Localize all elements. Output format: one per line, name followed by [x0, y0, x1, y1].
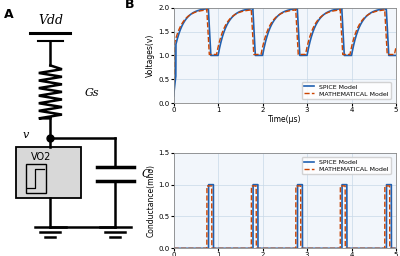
- SPICE Model: [312, 247, 317, 250]
- SPICE Model: [252, 183, 256, 186]
- MATHEMATICAL Model: [336, 9, 341, 12]
- SPICE Model: [206, 183, 211, 186]
- Y-axis label: Voltages(v): Voltages(v): [146, 34, 156, 77]
- MATHEMATICAL Model: [348, 247, 353, 250]
- SPICE Model: [303, 247, 308, 250]
- Bar: [26, 164, 46, 193]
- MATHEMATICAL Model: [171, 247, 176, 250]
- Text: Gs: Gs: [84, 88, 99, 98]
- MATHEMATICAL Model: [312, 23, 317, 26]
- MATHEMATICAL Model: [303, 53, 308, 56]
- MATHEMATICAL Model: [394, 46, 398, 49]
- Line: MATHEMATICAL Model: MATHEMATICAL Model: [174, 186, 396, 248]
- Text: VO2: VO2: [31, 152, 51, 162]
- MATHEMATICAL Model: [303, 247, 308, 250]
- Line: MATHEMATICAL Model: MATHEMATICAL Model: [174, 9, 396, 82]
- SPICE Model: [171, 247, 176, 250]
- MATHEMATICAL Model: [204, 8, 209, 11]
- MATHEMATICAL Model: [394, 247, 398, 250]
- SPICE Model: [394, 54, 398, 57]
- SPICE Model: [348, 54, 353, 57]
- MATHEMATICAL Model: [204, 184, 209, 187]
- SPICE Model: [182, 247, 187, 250]
- SPICE Model: [252, 33, 256, 36]
- MATHEMATICAL Model: [336, 247, 341, 250]
- SPICE Model: [336, 247, 341, 250]
- Bar: [16, 147, 81, 198]
- Text: B: B: [125, 0, 134, 11]
- MATHEMATICAL Model: [252, 53, 256, 56]
- MATHEMATICAL Model: [182, 18, 187, 21]
- SPICE Model: [206, 6, 211, 9]
- MATHEMATICAL Model: [182, 247, 187, 250]
- X-axis label: Time(μs): Time(μs): [268, 115, 302, 124]
- Legend: SPICE Model, MATHEMATICAL Model: SPICE Model, MATHEMATICAL Model: [302, 82, 391, 99]
- MATHEMATICAL Model: [252, 184, 256, 187]
- SPICE Model: [312, 25, 317, 28]
- SPICE Model: [182, 19, 187, 22]
- Text: Vdd: Vdd: [38, 14, 63, 27]
- SPICE Model: [336, 7, 341, 10]
- Y-axis label: Conductance(mho): Conductance(mho): [146, 164, 156, 237]
- MATHEMATICAL Model: [312, 247, 317, 250]
- Text: v: v: [22, 130, 29, 140]
- MATHEMATICAL Model: [348, 51, 353, 54]
- SPICE Model: [171, 94, 176, 98]
- Line: SPICE Model: SPICE Model: [174, 185, 396, 248]
- SPICE Model: [303, 54, 308, 57]
- Text: A: A: [4, 8, 14, 21]
- Text: C: C: [142, 169, 150, 179]
- MATHEMATICAL Model: [171, 80, 176, 83]
- SPICE Model: [394, 247, 398, 250]
- Legend: SPICE Model, MATHEMATICAL Model: SPICE Model, MATHEMATICAL Model: [302, 157, 391, 174]
- SPICE Model: [348, 247, 353, 250]
- Line: SPICE Model: SPICE Model: [174, 8, 396, 96]
